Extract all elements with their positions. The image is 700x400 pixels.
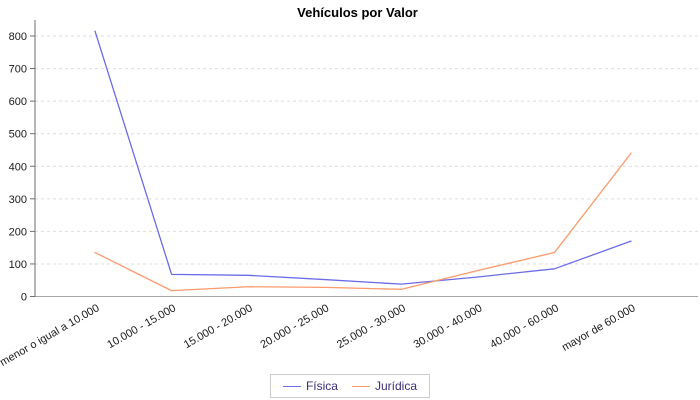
y-tick-label: 700 xyxy=(9,64,27,76)
legend-label-juridica: Jurídica xyxy=(374,379,418,393)
x-tick-label: menor o igual a 10.000 xyxy=(0,302,101,369)
x-tick-label: 20.000 - 25.000 xyxy=(258,302,331,351)
y-tick-label: 300 xyxy=(9,194,27,206)
series-line-fisica xyxy=(94,30,632,285)
legend-label-fisica: Física xyxy=(305,379,338,393)
y-tick-label: 400 xyxy=(9,161,27,173)
y-tick-label: 200 xyxy=(9,226,27,238)
x-tick-label: 10.000 - 15.000 xyxy=(105,302,178,351)
y-tick-label: 100 xyxy=(9,259,27,271)
x-tick-label: 30.000 - 40.000 xyxy=(412,302,485,351)
plot-area: 0 100 200 300 400 500 600 700 800 menor o igual a… xyxy=(0,20,698,369)
y-tick-label: 600 xyxy=(9,96,27,108)
x-tick-label: 40.000 - 60.000 xyxy=(488,302,561,351)
legend: Física Jurídica xyxy=(269,374,431,398)
legend-item-juridica: Jurídica xyxy=(351,379,418,393)
chart-title: Vehículos por Valor xyxy=(297,5,418,20)
series-line-juridica xyxy=(94,152,632,292)
x-tick-label: 25.000 - 30.000 xyxy=(335,302,408,351)
y-tick-label: 0 xyxy=(21,292,27,304)
y-tick-label: 800 xyxy=(9,31,27,43)
y-tick-label: 500 xyxy=(9,129,27,141)
legend-line-sample-juridica xyxy=(351,385,370,387)
legend-line-sample-fisica xyxy=(282,385,301,387)
x-tick-label: mayor de 60.000 xyxy=(560,302,638,354)
legend-item-fisica: Física xyxy=(282,379,338,393)
x-tick-label: 15.000 - 20.000 xyxy=(182,302,255,351)
